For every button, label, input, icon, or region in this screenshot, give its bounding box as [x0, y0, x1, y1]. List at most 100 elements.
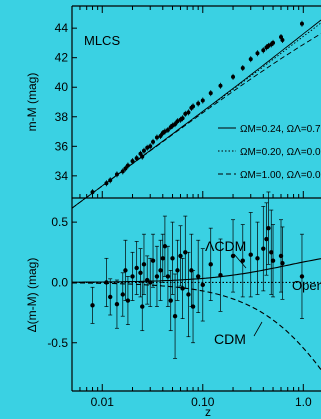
top-data-point — [240, 66, 245, 71]
bottom-data-point — [200, 282, 205, 288]
bottom-data-point — [168, 298, 173, 303]
annotation-cdm-leader — [253, 321, 263, 337]
top-data-point — [130, 159, 135, 164]
bottom-data-point — [162, 244, 168, 249]
bottom-y-tick-label: 0.5 — [51, 215, 68, 229]
bottom-data-point — [299, 274, 305, 279]
top-data-point — [125, 163, 130, 168]
bottom-model-lcdm — [72, 258, 321, 283]
legend-label-1: ΩM=0.24, ΩΛ=0.7 — [240, 124, 321, 135]
bottom-data-point — [108, 294, 113, 300]
top-model-cdm — [71, 33, 321, 209]
bottom-data-point — [140, 304, 145, 309]
top-data-point — [120, 169, 125, 174]
bottom-model-curves — [72, 258, 321, 371]
x-axis-label: z — [205, 405, 211, 419]
bottom-data-point — [180, 286, 185, 291]
bottom-data-point — [183, 250, 188, 255]
bottom-data-point — [141, 262, 147, 267]
bottom-data-point — [160, 256, 165, 261]
top-data-point — [108, 178, 113, 183]
bottom-data-point — [230, 253, 236, 259]
bottom-y-tick-label: 0.0 — [51, 275, 68, 289]
bottom-data-point — [114, 301, 120, 307]
top-data-point — [165, 128, 170, 133]
top-model-curves — [71, 19, 321, 209]
bottom-data-point — [125, 298, 131, 303]
bottom-data-point — [186, 292, 191, 297]
bottom-panel — [71, 197, 321, 392]
legend-label-3: ΩM=1.00, ΩΛ=0.0 — [240, 170, 321, 181]
annotation-cdm: CDM — [214, 331, 246, 347]
top-data-point — [180, 116, 185, 121]
top-y-tick-label: 40 — [55, 80, 69, 94]
bottom-data-point — [264, 236, 269, 242]
top-data-point — [186, 110, 191, 115]
bottom-data-point — [240, 258, 245, 263]
top-data-point — [191, 104, 196, 109]
bottom-data-point — [150, 258, 156, 263]
top-data-point — [141, 148, 146, 153]
annotation-lcdm: ΛCDM — [205, 238, 246, 254]
top-data-point — [208, 91, 213, 96]
top-y-tick-label: 42 — [55, 51, 69, 65]
bottom-data-points — [90, 191, 305, 359]
bottom-data-point — [178, 253, 183, 259]
bottom-data-point — [165, 274, 171, 279]
legend-label-2: ΩM=0.20, ΩΛ=0.0 — [240, 147, 321, 158]
top-data-point — [138, 151, 143, 156]
bottom-data-point — [218, 273, 223, 278]
top-data-point — [261, 48, 266, 53]
top-y-axis-label: m-M (mag) — [25, 73, 39, 132]
bottom-data-point — [130, 274, 135, 279]
bottom-data-point — [208, 262, 213, 267]
bottom-data-point — [154, 274, 160, 279]
top-data-point — [183, 111, 188, 116]
bottom-data-point — [248, 252, 253, 257]
bottom-data-point — [269, 250, 274, 255]
x-tick-label: 0.01 — [91, 395, 115, 409]
top-data-point — [278, 35, 283, 40]
top-data-point — [114, 172, 119, 177]
top-data-point — [123, 166, 128, 171]
legend: ΩM=0.24, ΩΛ=0.7 ΩM=0.20, ΩΛ=0.0 ΩM=1.00,… — [218, 124, 321, 181]
top-data-point — [231, 74, 236, 79]
top-data-point — [299, 21, 304, 26]
bottom-data-point — [104, 280, 109, 285]
x-tick-label: 0.10 — [191, 395, 215, 409]
top-model-open — [71, 22, 321, 209]
top-data-point — [158, 133, 163, 138]
top-data-point — [196, 101, 201, 106]
bottom-data-point — [145, 277, 150, 283]
top-data-point — [271, 40, 276, 45]
bottom-data-point — [120, 292, 125, 297]
bottom-y-ticks: -0.5 0.0 0.5 — [47, 215, 77, 350]
top-data-point — [162, 129, 167, 134]
top-data-point — [248, 57, 253, 62]
top-data-point — [154, 135, 159, 140]
bottom-data-point — [270, 258, 276, 263]
top-data-point — [173, 122, 178, 127]
top-data-point — [218, 83, 223, 88]
annotation-lcdm-leader — [233, 253, 247, 269]
top-data-point — [151, 139, 156, 144]
top-panel — [71, 5, 321, 198]
x-ticks: 0.01 0.10 1.0 — [71, 6, 312, 409]
bottom-model-cdm — [72, 282, 321, 371]
bottom-data-point — [280, 260, 285, 266]
bottom-data-point — [190, 304, 196, 309]
top-data-point — [280, 37, 285, 42]
bottom-data-point — [195, 274, 201, 279]
bottom-data-point — [261, 246, 266, 251]
bottom-data-point — [138, 270, 143, 275]
annotation-open: Open — [292, 278, 321, 293]
x-tick-label: 1.0 — [295, 395, 312, 409]
bottom-data-point — [148, 280, 153, 285]
top-data-point — [90, 190, 95, 195]
top-y-tick-label: 38 — [55, 110, 69, 124]
top-data-point — [134, 156, 139, 161]
bottom-data-point — [123, 268, 128, 273]
bottom-y-tick-label: -0.5 — [47, 336, 68, 350]
top-data-point — [145, 145, 150, 150]
